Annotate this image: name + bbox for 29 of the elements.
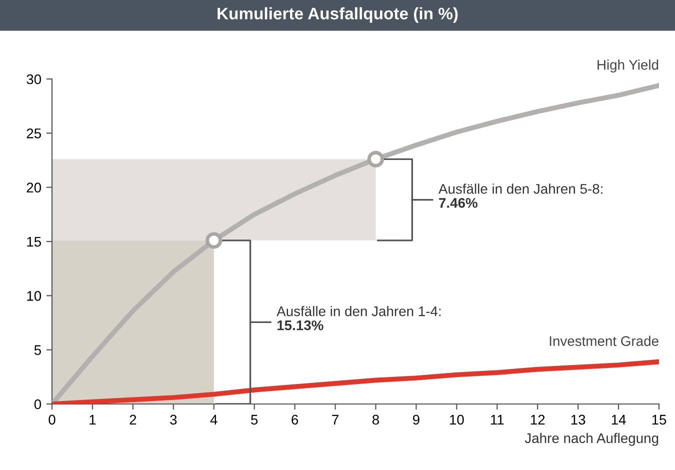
y-tick-label: 10 <box>27 291 42 301</box>
y-tick-label: 20 <box>26 182 42 193</box>
x-tick-label: 11 <box>490 414 504 424</box>
x-tick-label: 1 <box>90 414 96 424</box>
y-tick-label: 0 <box>34 399 42 410</box>
x-tick-label: 5 <box>251 414 258 425</box>
x-tick-label: 7 <box>332 414 338 424</box>
x-tick-label: 12 <box>530 414 545 424</box>
annotation: Ausfälle in den Jahren 5-8: 7.46% <box>438 184 602 208</box>
x-tick-label: 9 <box>412 414 420 425</box>
x-tick-label: 15 <box>652 414 666 425</box>
x-axis-title: Jahre nach Auflegung <box>524 432 658 446</box>
x-tick-label: 3 <box>170 414 177 425</box>
x-tick-label: 6 <box>292 414 298 425</box>
y-tick-label: 25 <box>26 128 42 138</box>
chart-title: Kumulierte Ausfallquote (in %) <box>218 7 458 23</box>
x-tick-label: 10 <box>450 414 464 425</box>
x-tick-label: 13 <box>571 414 586 425</box>
x-tick-label: 4 <box>210 414 218 424</box>
series-label: Investment Grade <box>550 336 658 346</box>
x-tick-label: 8 <box>372 414 379 425</box>
y-tick-label: 5 <box>34 345 41 356</box>
x-tick-label: 0 <box>48 414 56 425</box>
annotation: Ausfälle in den Jahren 1-4: 15.13% <box>276 306 441 330</box>
series-label: High Yield <box>598 60 658 72</box>
x-tick-label: 2 <box>130 414 136 424</box>
x-tick-label: 14 <box>612 414 626 424</box>
y-tick-label: 30 <box>26 74 42 84</box>
y-tick-label: 15 <box>27 236 42 247</box>
